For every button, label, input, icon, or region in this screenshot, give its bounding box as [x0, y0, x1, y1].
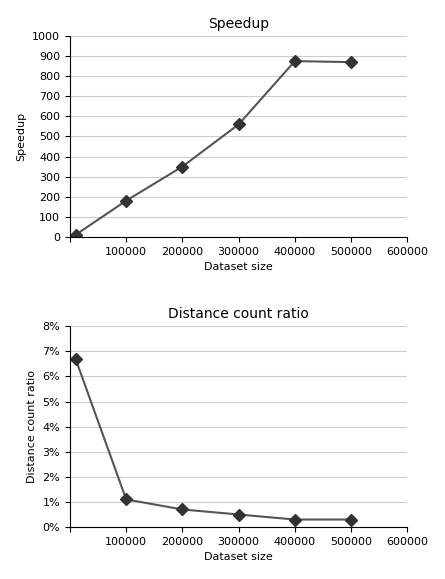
Title: Speedup: Speedup: [208, 17, 269, 31]
X-axis label: Dataset size: Dataset size: [204, 552, 273, 562]
Y-axis label: Speedup: Speedup: [16, 112, 27, 161]
Title: Distance count ratio: Distance count ratio: [168, 307, 309, 321]
X-axis label: Dataset size: Dataset size: [204, 262, 273, 272]
Y-axis label: Distance count ratio: Distance count ratio: [27, 370, 37, 483]
